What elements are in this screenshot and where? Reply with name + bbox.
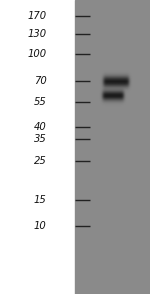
Text: 35: 35: [34, 134, 46, 144]
Bar: [75, 0, 150, 294]
Text: 170: 170: [27, 11, 46, 21]
Text: 25: 25: [34, 156, 46, 166]
Text: 10: 10: [34, 221, 46, 231]
Text: 70: 70: [34, 76, 46, 86]
Text: 15: 15: [34, 195, 46, 205]
Text: 130: 130: [27, 29, 46, 39]
Text: 40: 40: [34, 122, 46, 132]
Text: 100: 100: [27, 49, 46, 59]
Text: 55: 55: [34, 97, 46, 107]
